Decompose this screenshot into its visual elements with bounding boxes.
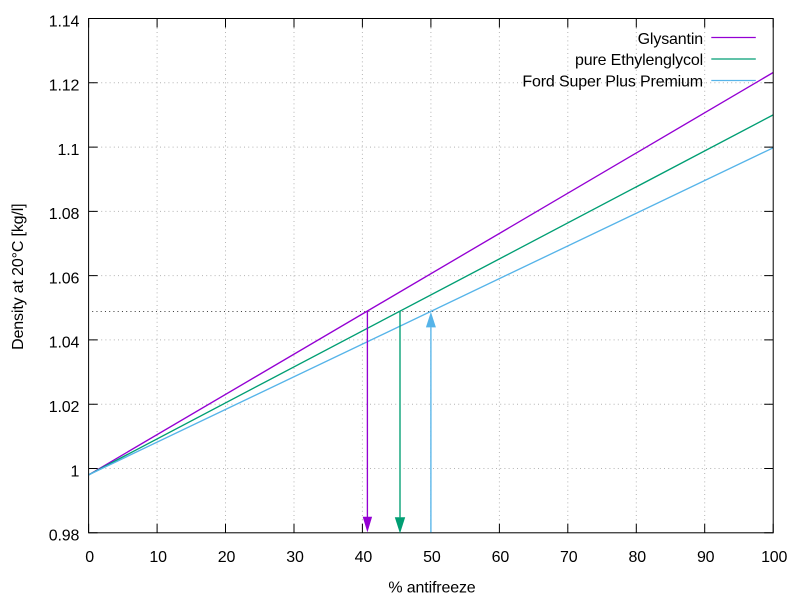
svg-text:Glysantin: Glysantin — [638, 31, 703, 48]
svg-text:0: 0 — [85, 549, 94, 566]
svg-text:40: 40 — [355, 549, 373, 566]
svg-text:0.98: 0.98 — [49, 528, 80, 545]
svg-text:1.1: 1.1 — [58, 142, 80, 159]
svg-text:1.08: 1.08 — [49, 206, 80, 223]
svg-text:30: 30 — [286, 549, 304, 566]
svg-text:pure Ethylenglycol: pure Ethylenglycol — [575, 52, 703, 69]
svg-text:20: 20 — [218, 549, 236, 566]
svg-text:80: 80 — [629, 549, 647, 566]
svg-text:60: 60 — [492, 549, 510, 566]
svg-text:50: 50 — [423, 549, 441, 566]
svg-text:90: 90 — [697, 549, 715, 566]
svg-text:1: 1 — [71, 463, 80, 480]
svg-text:1.06: 1.06 — [49, 270, 80, 287]
svg-text:100: 100 — [761, 549, 787, 566]
svg-text:% antifreeze: % antifreeze — [388, 580, 475, 597]
svg-text:1.04: 1.04 — [49, 335, 80, 352]
svg-text:1.02: 1.02 — [49, 399, 80, 416]
svg-text:10: 10 — [149, 549, 167, 566]
svg-text:Density at 20°C [kg/l]: Density at 20°C [kg/l] — [10, 204, 27, 350]
svg-text:1.12: 1.12 — [49, 78, 80, 95]
svg-text:70: 70 — [560, 549, 578, 566]
svg-text:Ford Super Plus Premium: Ford Super Plus Premium — [522, 74, 703, 91]
svg-text:1.14: 1.14 — [49, 13, 80, 30]
